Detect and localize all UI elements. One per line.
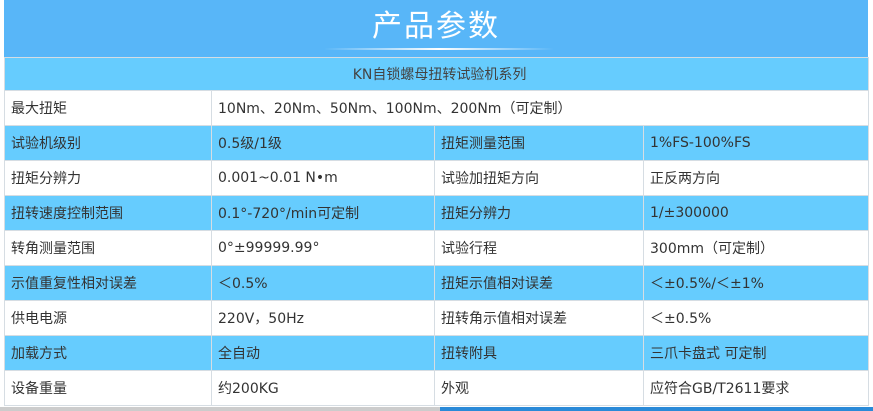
param-value: 1/±300000	[642, 195, 870, 231]
param-value: 220V，50Hz	[211, 300, 435, 336]
param-label: 扭矩测量范围	[434, 125, 644, 161]
param-label: 最大扭矩	[4, 90, 212, 126]
param-value: 应符合GB/T2611要求	[642, 370, 870, 406]
param-value: 0.1°-720°/min可定制	[211, 195, 435, 231]
param-value: 全自动	[211, 335, 435, 371]
page-title: 产品参数	[372, 9, 500, 44]
param-value: ＜±0.5%	[642, 300, 870, 336]
param-value: 三爪卡盘式 可定制	[642, 335, 870, 371]
param-value: 0.001~0.01 N•m	[211, 160, 435, 196]
param-value: 0.5级/1级	[211, 125, 435, 161]
param-label: 扭矩分辨力	[434, 195, 644, 231]
table-row: 扭矩分辨力 0.001~0.01 N•m 试验加扭矩方向 正反两方向	[4, 160, 870, 196]
param-value: 0°±99999.99°	[211, 230, 435, 266]
param-label: 加载方式	[4, 335, 212, 371]
table-row: 试验机级别 0.5级/1级 扭矩测量范围 1%FS-100%FS	[4, 125, 870, 161]
param-label: 试验机级别	[4, 125, 212, 161]
header: 产品参数	[4, 0, 868, 57]
param-value: ＜±0.5%/＜±1%	[642, 265, 870, 301]
param-label: 外观	[434, 370, 644, 406]
params-table: KN自锁螺母扭转试验机系列 最大扭矩 10Nm、20Nm、50Nm、100Nm、2…	[3, 57, 870, 406]
param-label: 示值重复性相对误差	[4, 265, 212, 301]
param-label: 试验行程	[434, 230, 644, 266]
table-row: 供电电源 220V，50Hz 扭转角示值相对误差 ＜±0.5%	[4, 300, 870, 336]
param-value: ＜0.5%	[211, 265, 435, 301]
table-row: 最大扭矩 10Nm、20Nm、50Nm、100Nm、200Nm（可定制）	[4, 90, 870, 126]
bottom-strip	[0, 407, 873, 411]
param-label: 扭转速度控制范围	[4, 195, 212, 231]
param-label: 扭矩示值相对误差	[434, 265, 644, 301]
title-underline	[324, 48, 554, 50]
product-params-panel: 产品参数 KN自锁螺母扭转试验机系列 最大扭矩 10Nm、20Nm、50Nm、10…	[3, 0, 870, 406]
param-label: 扭矩分辨力	[4, 160, 212, 196]
param-value: 约200KG	[211, 370, 435, 406]
table-row: 设备重量 约200KG 外观 应符合GB/T2611要求	[4, 370, 870, 406]
param-label: 试验加扭矩方向	[434, 160, 644, 196]
table-row: 转角测量范围 0°±99999.99° 试验行程 300mm（可定制）	[4, 230, 870, 266]
param-label: 扭转附具	[434, 335, 644, 371]
param-label: 扭转角示值相对误差	[434, 300, 644, 336]
series-row: KN自锁螺母扭转试验机系列	[3, 57, 870, 91]
table-row: 扭转速度控制范围 0.1°-720°/min可定制 扭矩分辨力 1/±300000	[4, 195, 870, 231]
param-label: 供电电源	[4, 300, 212, 336]
series-title: KN自锁螺母扭转试验机系列	[3, 57, 870, 91]
param-value: 1%FS-100%FS	[642, 125, 870, 161]
table-row: 示值重复性相对误差 ＜0.5% 扭矩示值相对误差 ＜±0.5%/＜±1%	[4, 265, 870, 301]
param-value: 正反两方向	[642, 160, 870, 196]
table-row: 加载方式 全自动 扭转附具 三爪卡盘式 可定制	[4, 335, 870, 371]
param-value: 300mm（可定制）	[642, 230, 870, 266]
param-label: 设备重量	[4, 370, 212, 406]
param-value: 10Nm、20Nm、50Nm、100Nm、200Nm（可定制）	[210, 90, 870, 126]
param-label: 转角测量范围	[4, 230, 212, 266]
